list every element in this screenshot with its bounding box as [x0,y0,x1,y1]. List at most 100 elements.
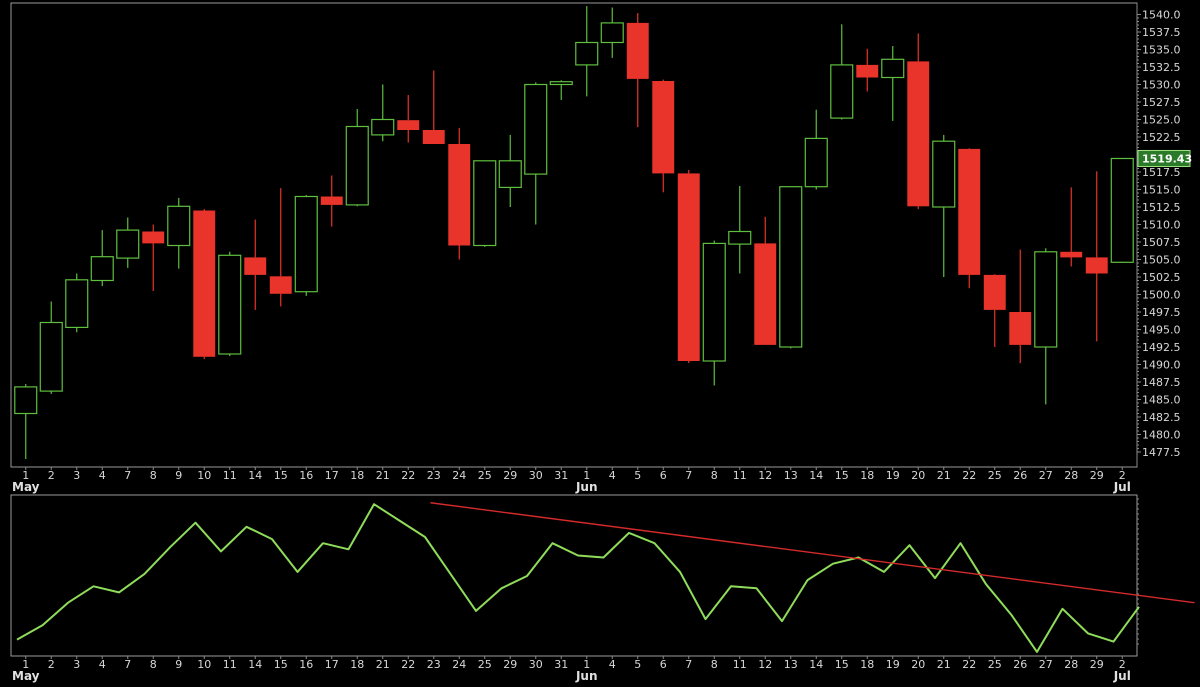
top-date-day-label: 16 [299,469,313,482]
price-tick-label: 1515.0 [1142,184,1181,197]
bottom-date-day-label: 9 [175,658,182,671]
candle [958,148,981,289]
bottom-date-day-label: 15 [835,658,849,671]
candle-body-up [524,83,548,175]
bottom-date-day-label: 25 [988,658,1002,671]
price-tick-label: 1512.5 [1142,201,1181,214]
bottom-date-day-label: 10 [197,658,211,671]
candle [397,95,420,143]
candle-body-down [907,61,930,207]
bottom-date-day-label: 11 [223,658,237,671]
candle [345,109,369,207]
bottom-date-day-label: 29 [503,658,517,671]
bottom-date-day-label: 1 [583,658,590,671]
candle [549,80,573,100]
top-date-day-label: 28 [1064,469,1078,482]
top-date-day-label: 5 [634,469,641,482]
candle [856,48,879,92]
candle [39,301,63,394]
bottom-date-day-label: 26 [1013,658,1027,671]
candle [881,46,905,121]
top-date-day-label: 24 [452,469,466,482]
candle [907,33,930,210]
bottom-date-day-label: 31 [554,658,568,671]
candle [320,175,343,227]
candle [90,230,114,287]
top-date-day-label: 8 [711,469,718,482]
bottom-date-day-label: 24 [452,658,466,671]
top-date-day-label: 4 [99,469,106,482]
candle-body-up [116,229,140,259]
candle [269,188,292,307]
bottom-date-day-label: 1 [22,658,29,671]
candle [1085,171,1108,342]
candle [116,217,140,268]
bottom-date-day-label: 27 [1039,658,1053,671]
price-tick-label: 1540.0 [1142,9,1181,22]
price-tick-label: 1492.5 [1142,341,1181,354]
bottom-date-day-label: 2 [48,658,55,671]
bottom-date-day-label: 4 [609,658,616,671]
top-date-day-label: 6 [660,469,667,482]
top-date-day-label: 22 [401,469,415,482]
top-date-day-label: 11 [733,469,747,482]
top-date-day-label: 2 [1119,469,1126,482]
candle-body-down [652,81,675,174]
candle-body-up [39,321,63,392]
candle [754,216,777,345]
top-date-day-label: 14 [809,469,823,482]
bottom-date-day-label: 13 [784,658,798,671]
bottom-date-day-label: 11 [733,658,747,671]
candle [193,209,216,359]
top-date-day-label: 3 [73,469,80,482]
bottom-date-day-label: 25 [478,658,492,671]
price-tick-label: 1527.5 [1142,96,1181,109]
candle-body-up [371,118,395,136]
candle [1060,187,1083,267]
candle-body-down [269,276,292,294]
candle-body-up [90,256,114,282]
price-tick-label: 1497.5 [1142,306,1181,319]
candle-body-up [473,160,497,247]
bottom-date-day-label: 23 [427,658,441,671]
top-date-day-label: 18 [350,469,364,482]
candle-body-down [142,231,165,244]
bottom-date-month-label: Jul [1113,669,1131,683]
top-date-day-label: 25 [988,469,1002,482]
bottom-date-day-label: 14 [809,658,823,671]
candle-body-down [244,257,267,275]
candle-body-down [422,130,445,144]
top-date-day-label: 8 [150,469,157,482]
candle-body-up [498,160,522,189]
bottom-date-day-label: 3 [73,658,80,671]
top-date-day-label: 26 [1013,469,1027,482]
price-tick-label: 1482.5 [1142,411,1181,424]
price-candlestick-panel [10,2,1138,468]
candle [244,219,267,310]
price-tick-label: 1500.0 [1142,289,1181,302]
bottom-date-day-label: 29 [1090,658,1104,671]
top-date-day-label: 2 [48,469,55,482]
candle [983,274,1006,347]
top-date-day-label: 29 [1090,469,1104,482]
trend-line [430,502,1195,604]
indicator-line [16,503,1140,653]
top-date-day-label: 14 [248,469,262,482]
candle [371,84,395,142]
top-date-day-label: 21 [937,469,951,482]
candle-body-up [1034,251,1058,348]
candle [294,195,318,296]
candle [779,186,803,349]
bottom-date-day-label: 18 [350,658,364,671]
candle [498,134,522,207]
bottom-date-day-label: 22 [962,658,976,671]
top-date-month-label: Jun [575,480,598,494]
candle-body-up [932,140,956,208]
top-date-day-label: 27 [1039,469,1053,482]
candle [728,186,752,274]
candle-body-down [193,210,216,357]
candle-body-down [397,120,420,130]
candle [65,273,89,333]
candle [524,82,548,225]
candle-body-up [779,186,803,348]
